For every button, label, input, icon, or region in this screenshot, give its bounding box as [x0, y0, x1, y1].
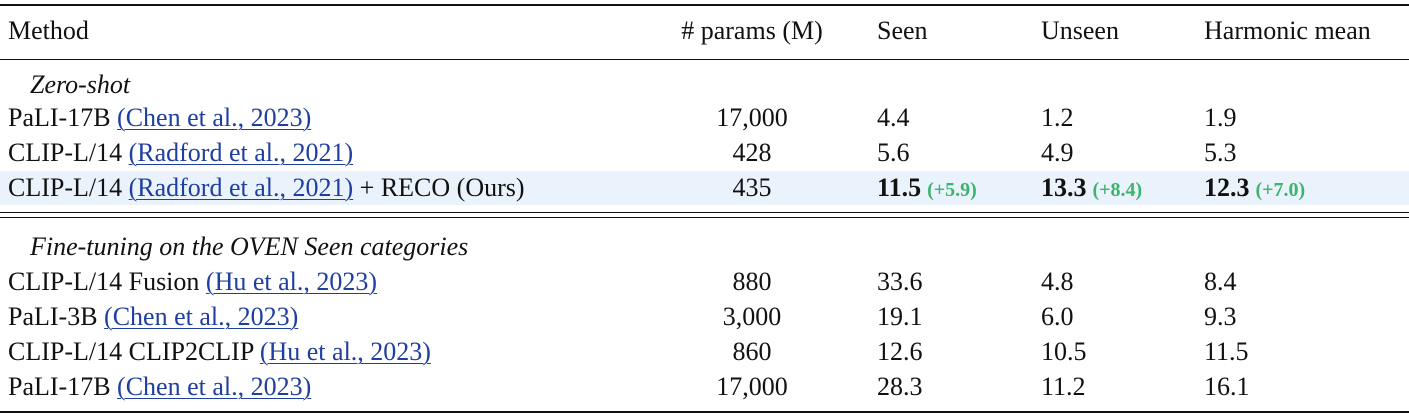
seen-cell: 4.4: [877, 103, 910, 132]
seen-cell: 33.6: [877, 267, 923, 296]
hmean-cell: 1.9: [1204, 103, 1237, 132]
seen-delta: (+5.9): [927, 179, 977, 201]
header-method: Method: [8, 16, 89, 45]
params-cell: 17,000: [716, 372, 788, 401]
params-cell: 880: [732, 267, 772, 296]
params-cell: 428: [732, 138, 772, 167]
hmean-cell: 9.3: [1204, 302, 1237, 331]
method-name: CLIP-L/14 CLIP2CLIP: [8, 337, 254, 366]
citation-link[interactable]: (Radford et al., 2021): [128, 173, 354, 202]
unseen-cell: 4.9: [1041, 138, 1074, 167]
hmean-value: 12.3: [1204, 173, 1250, 202]
seen-cell: 12.6: [877, 337, 923, 366]
seen-cell: 11.5 (+5.9): [877, 171, 977, 207]
table-row: PaLI-3B (Chen et al., 2023) 3,000 19.1 6…: [0, 300, 1409, 334]
unseen-cell: 10.5: [1041, 337, 1087, 366]
bottom-rule: [0, 411, 1409, 413]
method-cell: PaLI-3B (Chen et al., 2023): [8, 300, 298, 334]
unseen-cell: 1.2: [1041, 103, 1074, 132]
hmean-cell: 5.3: [1204, 138, 1237, 167]
method-cell: CLIP-L/14 CLIP2CLIP (Hu et al., 2023): [8, 335, 431, 369]
unseen-cell: 13.3 (+8.4): [1041, 171, 1142, 207]
citation-link[interactable]: (Chen et al., 2023): [117, 103, 312, 132]
unseen-cell: 4.8: [1041, 267, 1074, 296]
hmean-cell: 11.5: [1204, 337, 1249, 366]
double-rule-bottom: [0, 217, 1409, 218]
citation-link[interactable]: (Hu et al., 2023): [259, 337, 431, 366]
method-suffix: + RECO (Ours): [359, 173, 525, 202]
citation-link[interactable]: (Hu et al., 2023): [205, 267, 378, 296]
citation-link[interactable]: (Chen et al., 2023): [117, 372, 312, 401]
seen-cell: 5.6: [877, 138, 910, 167]
method-name: PaLI-17B: [8, 372, 111, 401]
seen-cell: 19.1: [877, 302, 923, 331]
table-row: CLIP-L/14 (Radford et al., 2021) 428 5.6…: [0, 136, 1409, 170]
table-row: PaLI-17B (Chen et al., 2023) 17,000 28.3…: [0, 370, 1409, 404]
table-row-highlighted: CLIP-L/14 (Radford et al., 2021) + RECO …: [0, 171, 1409, 205]
method-cell: CLIP-L/14 Fusion (Hu et al., 2023): [8, 265, 377, 299]
unseen-cell: 6.0: [1041, 302, 1074, 331]
params-cell: 17,000: [716, 103, 788, 132]
method-name: CLIP-L/14 Fusion: [8, 267, 200, 296]
hmean-cell: 12.3 (+7.0): [1204, 171, 1305, 207]
method-cell: PaLI-17B (Chen et al., 2023): [8, 370, 311, 404]
header-params: # params (M): [681, 16, 823, 45]
method-cell: CLIP-L/14 (Radford et al., 2021): [8, 136, 353, 170]
method-cell: CLIP-L/14 (Radford et al., 2021) + RECO …: [8, 171, 525, 205]
header-seen: Seen: [877, 16, 928, 45]
params-cell: 435: [732, 173, 772, 202]
method-name: PaLI-3B: [8, 302, 98, 331]
table-row: PaLI-17B (Chen et al., 2023) 17,000 4.4 …: [0, 101, 1409, 135]
hmean-cell: 8.4: [1204, 267, 1237, 296]
seen-value: 11.5: [877, 173, 922, 202]
citation-link[interactable]: (Chen et al., 2023): [104, 302, 299, 331]
method-name: CLIP-L/14: [8, 138, 123, 167]
unseen-value: 13.3: [1041, 173, 1087, 202]
table-row: CLIP-L/14 CLIP2CLIP (Hu et al., 2023) 86…: [0, 335, 1409, 369]
method-name: CLIP-L/14: [8, 173, 123, 202]
citation-link[interactable]: (Radford et al., 2021): [128, 138, 354, 167]
table-row: CLIP-L/14 Fusion (Hu et al., 2023) 880 3…: [0, 265, 1409, 299]
section-zero-shot: Zero-shot: [30, 70, 131, 99]
params-cell: 3,000: [722, 302, 782, 331]
method-cell: PaLI-17B (Chen et al., 2023): [8, 101, 311, 135]
seen-cell: 28.3: [877, 372, 923, 401]
unseen-delta: (+8.4): [1092, 179, 1143, 201]
header-rule: [0, 59, 1409, 60]
hmean-delta: (+7.0): [1255, 179, 1306, 201]
unseen-cell: 11.2: [1041, 372, 1086, 401]
method-name: PaLI-17B: [8, 103, 111, 132]
params-cell: 860: [732, 337, 772, 366]
header-unseen: Unseen: [1041, 16, 1119, 45]
hmean-cell: 16.1: [1204, 372, 1250, 401]
top-rule: [0, 4, 1409, 6]
header-harmonic-mean: Harmonic mean: [1204, 16, 1371, 45]
section-fine-tuning: Fine-tuning on the OVEN Seen categories: [30, 232, 469, 261]
double-rule-top: [0, 212, 1409, 213]
header-row: Method # params (M) Seen Unseen Harmonic…: [0, 14, 1409, 48]
